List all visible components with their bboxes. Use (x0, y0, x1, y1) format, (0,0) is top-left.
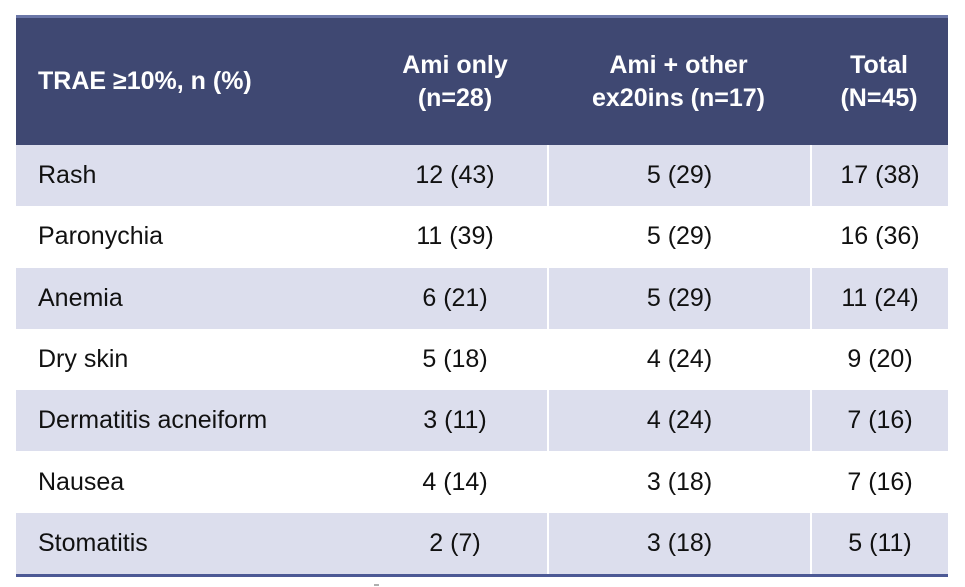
cell-ami-other: 5 (29) (547, 267, 810, 329)
cell-ami-only: 11 (39) (416, 222, 494, 251)
row-label: Dermatitis acneiform (38, 406, 268, 435)
row-label: Rash (38, 161, 97, 190)
header-total-line2: (N=45) (840, 83, 918, 112)
table-row-paronychia: Paronychia 11 (39) 5 (29) 16 (36) (16, 206, 948, 268)
header-ami-other-line1: Ami + other (609, 50, 748, 79)
row-label: Paronychia (38, 222, 164, 251)
cell-ami-other: 3 (18) (547, 451, 810, 513)
header-cell-ami-only: Ami only (n=28) (363, 49, 547, 115)
cell-total: 7 (16) (810, 451, 948, 513)
cell-ami-only: 12 (43) (415, 161, 495, 190)
table-row-nausea: Nausea 4 (14) 3 (18) 7 (16) (16, 451, 948, 513)
cell-ami-only: 3 (11) (423, 406, 487, 435)
header-ami-only-line2: (n=28) (417, 83, 493, 112)
table-row-dry-skin: Dry skin 5 (18) 4 (24) 9 (20) (16, 328, 948, 391)
cell-ami-other: 5 (29) (547, 145, 810, 207)
row-label: Dry skin (38, 345, 129, 374)
cell-total: 17 (38) (810, 145, 948, 207)
table-header-row: TRAE ≥10%, n (%) Ami only (n=28) Ami + o… (16, 15, 948, 145)
cell-ami-only: 2 (7) (429, 528, 481, 557)
cell-total: 16 (36) (810, 206, 948, 268)
row-label: Nausea (38, 467, 125, 496)
cell-ami-only: 6 (21) (422, 283, 488, 312)
cell-ami-other: 3 (18) (547, 512, 810, 575)
footnote-fragment (374, 584, 379, 586)
cell-ami-only: 5 (18) (422, 345, 488, 374)
header-cell-total: Total (N=45) (810, 49, 948, 115)
cell-ami-other: 5 (29) (547, 206, 810, 268)
cell-ami-other: 4 (24) (547, 328, 810, 391)
cell-total: 9 (20) (810, 328, 948, 391)
header-cell-trae: TRAE ≥10%, n (%) (16, 65, 363, 98)
cell-ami-only: 4 (14) (422, 467, 488, 496)
table-body: Rash 12 (43) 5 (29) 17 (38) Paronychia 1… (16, 145, 948, 578)
trae-table: TRAE ≥10%, n (%) Ami only (n=28) Ami + o… (16, 15, 948, 578)
table-row-anemia: Anemia 6 (21) 5 (29) 11 (24) (16, 267, 948, 329)
cell-ami-other: 4 (24) (547, 390, 810, 452)
cell-total: 7 (16) (810, 390, 948, 452)
header-trae-label: TRAE ≥10%, n (%) (38, 67, 252, 95)
row-label: Anemia (38, 283, 123, 312)
header-ami-other-line2: ex20ins (n=17) (591, 83, 765, 112)
header-cell-ami-other: Ami + other ex20ins (n=17) (547, 49, 810, 115)
cell-total: 5 (11) (810, 512, 948, 575)
row-label: Stomatitis (38, 528, 148, 557)
header-total-line1: Total (850, 50, 908, 79)
table-row-dermatitis-acneiform: Dermatitis acneiform 3 (11) 4 (24) 7 (16… (16, 390, 948, 452)
header-ami-only-line1: Ami only (402, 50, 508, 79)
table-row-rash: Rash 12 (43) 5 (29) 17 (38) (16, 145, 948, 207)
table-row-stomatitis: Stomatitis 2 (7) 3 (18) 5 (11) (16, 512, 948, 575)
cell-total: 11 (24) (810, 267, 948, 329)
